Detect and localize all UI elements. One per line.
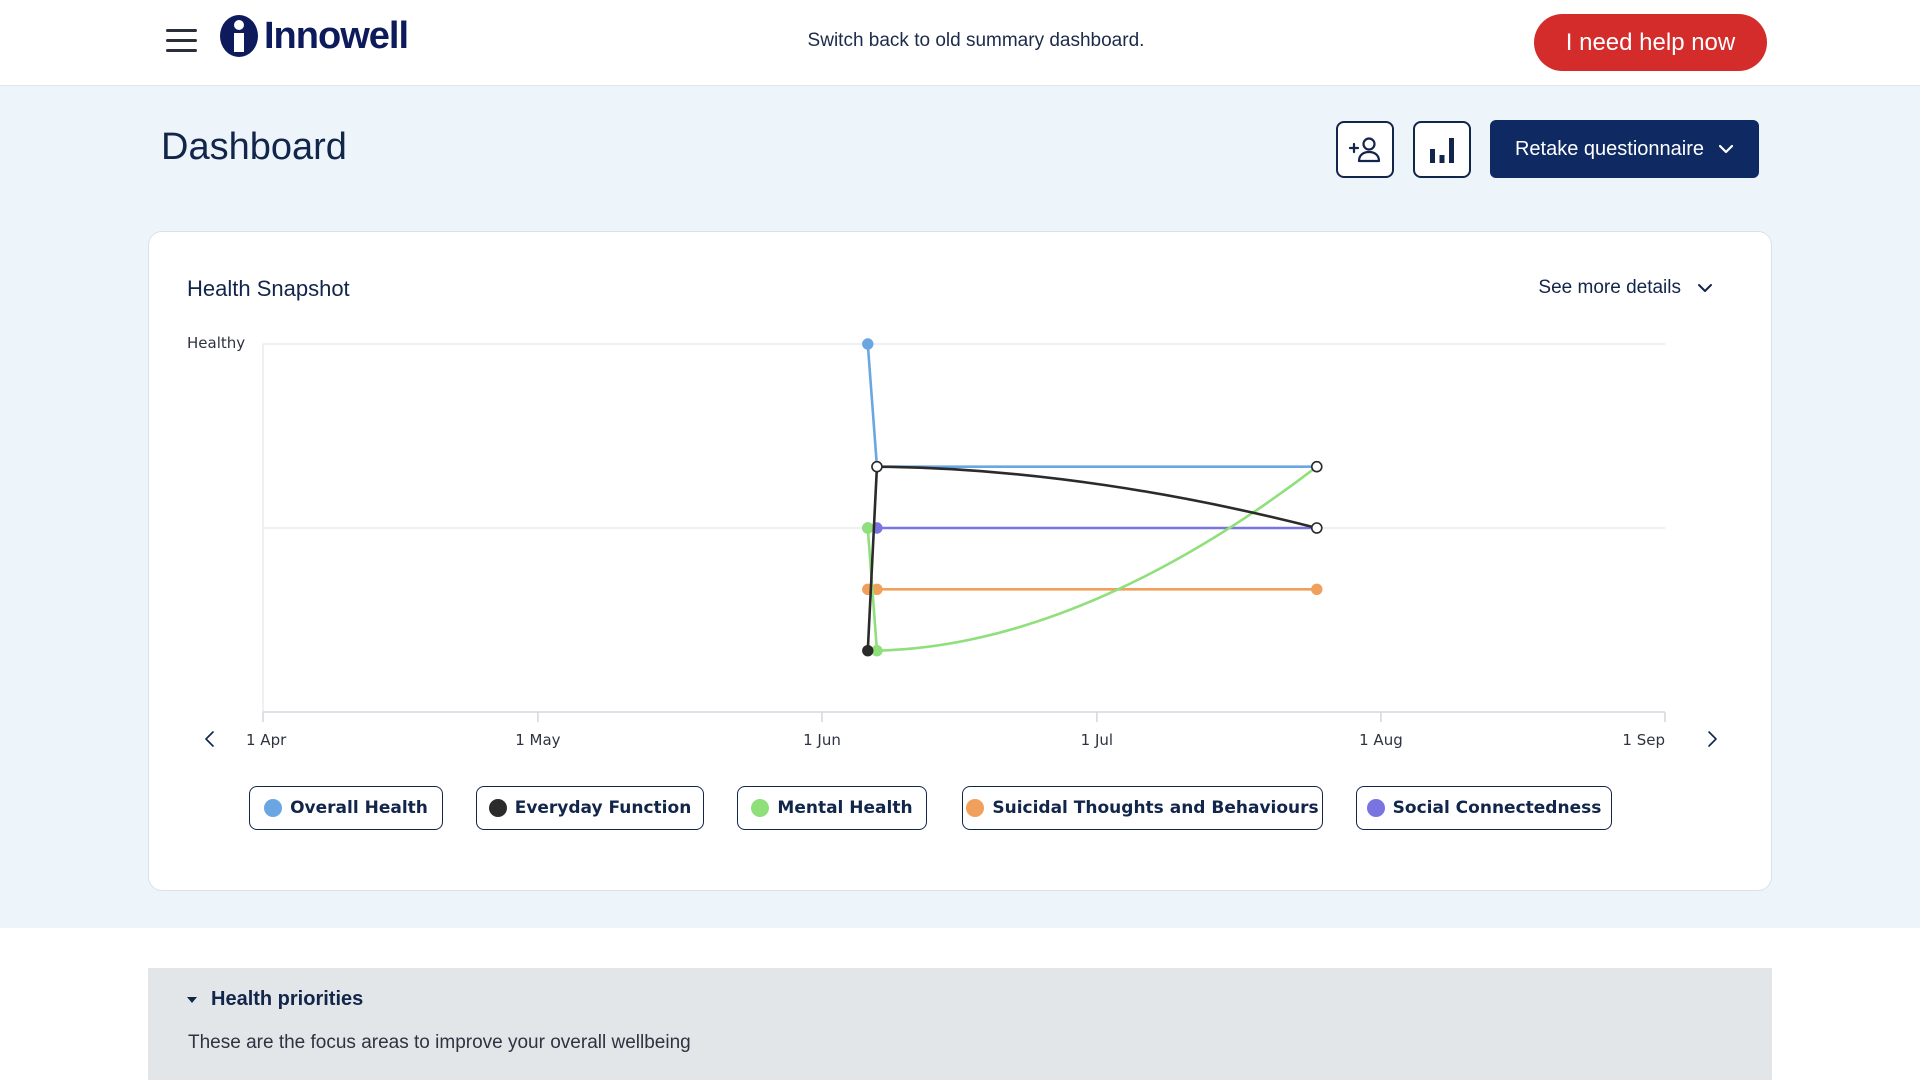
legend-label: Everyday Function: [514, 798, 692, 818]
health-priorities-description: These are the focus areas to improve you…: [188, 1032, 691, 1053]
x-tick-label: 1 Jul: [1081, 731, 1113, 749]
y-axis-label-top: Healthy: [187, 334, 245, 352]
chevron-down-icon: [1718, 144, 1734, 154]
legend-item-everyday-function[interactable]: Everyday Function: [476, 786, 704, 830]
help-now-button[interactable]: I need help now: [1534, 14, 1767, 71]
retake-questionnaire-label: Retake questionnaire: [1514, 137, 1704, 160]
health-snapshot-chart: Healthy 1 Apr 1 May 1 Jun 1 Jul 1 Aug 1 Sep: [187, 334, 1717, 749]
legend-dot: [966, 799, 985, 817]
x-tick-label: 1 Aug: [1359, 731, 1403, 749]
health-priorities-toggle[interactable]: Health priorities: [187, 988, 363, 1011]
legend-label: Social Connectedness: [1392, 798, 1602, 818]
legend-label: Suicidal Thoughts and Behaviours: [992, 798, 1319, 818]
legend-label: Mental Health: [777, 798, 913, 818]
legend-item-suicidal-thoughts-and-behaviours[interactable]: Suicidal Thoughts and Behaviours: [962, 786, 1323, 830]
add-person-icon: [1348, 136, 1381, 162]
add-person-button[interactable]: [1336, 121, 1394, 178]
data-point: [862, 522, 874, 534]
see-more-details-toggle[interactable]: See more details: [1538, 277, 1713, 299]
legend-item-mental-health[interactable]: Mental Health: [737, 786, 927, 830]
series-line: [866, 343, 1317, 468]
series-mental-health: [862, 460, 1323, 657]
health-priorities-title: Health priorities: [211, 988, 364, 1010]
series-everyday-function: [862, 460, 1323, 657]
series-line: [866, 465, 1318, 652]
health-snapshot-card: Health Snapshot See more details Healthy…: [148, 231, 1772, 891]
chevron-left-icon: [205, 731, 214, 747]
chevron-down-icon: [1698, 284, 1712, 292]
chart-prev-arrow[interactable]: [205, 731, 214, 747]
legend-dot: [1366, 799, 1385, 817]
retake-questionnaire-button[interactable]: Retake questionnaire: [1490, 120, 1759, 178]
logo-text: Innowell: [264, 14, 409, 57]
x-tick-label: 1 Apr: [246, 731, 287, 749]
menu-icon[interactable]: [166, 26, 198, 56]
bar-chart-icon: [1430, 137, 1454, 163]
switch-dashboard-link[interactable]: Switch back to old summary dashboard.: [807, 30, 1145, 51]
legend-item-social-connectedness[interactable]: Social Connectedness: [1356, 786, 1612, 830]
data-point: [862, 338, 874, 350]
legend-label: Overall Health: [290, 798, 428, 818]
legend-dot: [264, 799, 283, 817]
chart-next-arrow[interactable]: [1708, 731, 1717, 747]
series-social-connectedness: [862, 522, 1323, 534]
x-tick-label: 1 Sep: [1622, 731, 1665, 749]
data-point: [862, 644, 874, 657]
chevron-right-icon: [1708, 731, 1717, 747]
data-point: [1310, 522, 1323, 534]
innowell-logo-icon: [220, 15, 258, 57]
legend-item-overall-health[interactable]: Overall Health: [249, 786, 443, 830]
series-suicidal-thoughts-and-behaviours: [862, 583, 1323, 596]
see-more-details-label: See more details: [1538, 277, 1681, 298]
x-tick-label: 1 May: [515, 731, 560, 749]
top-bar: Innowell Switch back to old summary dash…: [0, 0, 1920, 86]
data-point: [871, 460, 883, 473]
data-point: [1311, 583, 1323, 596]
snapshot-title: Health Snapshot: [187, 276, 350, 301]
health-priorities-section: Health priorities These are the focus ar…: [148, 968, 1772, 1080]
caret-down-icon: [187, 996, 197, 1003]
series-overall-health: [862, 338, 1323, 473]
legend-dot: [488, 799, 507, 817]
chart-legend: Overall Health Everyday Function Mental He…: [149, 786, 1773, 832]
x-tick-label: 1 Jun: [803, 731, 841, 749]
legend-dot: [751, 799, 770, 817]
chart-view-button[interactable]: [1413, 121, 1471, 178]
logo[interactable]: Innowell: [218, 14, 409, 58]
page-title: Dashboard: [161, 126, 347, 168]
data-point: [1310, 460, 1323, 473]
series-line: [866, 465, 1318, 651]
